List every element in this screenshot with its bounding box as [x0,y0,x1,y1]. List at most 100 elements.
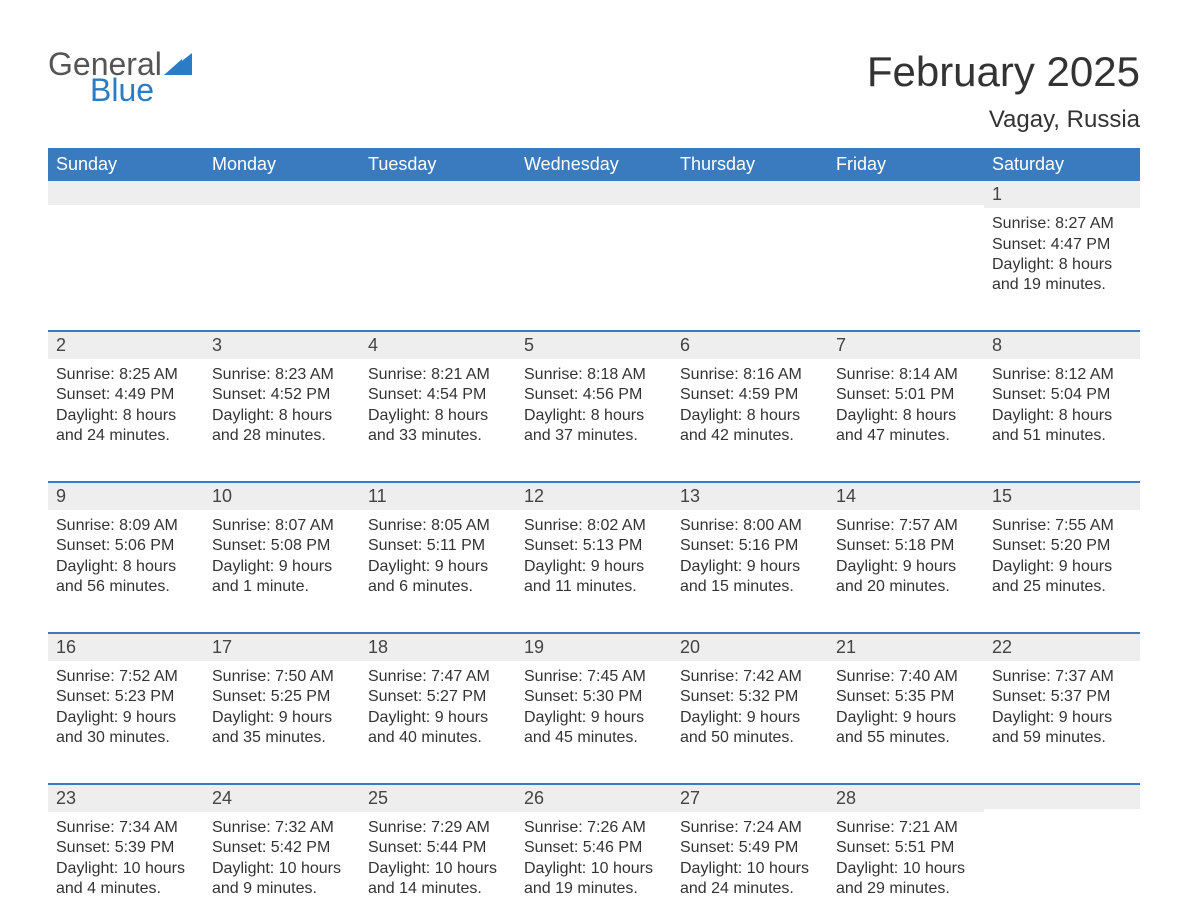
daylight-text: Daylight: 9 hours and 30 minutes. [56,708,196,749]
calendar-day-cell [828,181,984,314]
calendar-day-cell [984,785,1140,918]
calendar-day-cell: 18Sunrise: 7:47 AMSunset: 5:27 PMDayligh… [360,634,516,767]
sunrise-text: Sunrise: 7:52 AM [56,667,196,687]
day-number: 22 [984,634,1140,661]
daylight-text: Daylight: 9 hours and 6 minutes. [368,557,508,598]
sunrise-text: Sunrise: 8:12 AM [992,365,1132,385]
day-number: 26 [516,785,672,812]
daylight-text: Daylight: 9 hours and 40 minutes. [368,708,508,749]
sunset-text: Sunset: 5:27 PM [368,687,508,707]
sunrise-text: Sunrise: 8:27 AM [992,214,1132,234]
calendar-day-cell [360,181,516,314]
calendar-day-cell: 9Sunrise: 8:09 AMSunset: 5:06 PMDaylight… [48,483,204,616]
day-number: 4 [360,332,516,359]
sunrise-text: Sunrise: 8:16 AM [680,365,820,385]
calendar-day-cell: 13 Sunrise: 8:00 AMSunset: 5:16 PMDayligh… [672,483,828,616]
daylight-text: Daylight: 8 hours and 56 minutes. [56,557,196,598]
calendar-day-cell: 16Sunrise: 7:52 AMSunset: 5:23 PMDayligh… [48,634,204,767]
daylight-text: Daylight: 8 hours and 24 minutes. [56,406,196,447]
calendar-week-row: 16Sunrise: 7:52 AMSunset: 5:23 PMDayligh… [48,632,1140,767]
sunrise-text: Sunrise: 8:00 AM [680,516,820,536]
day-number: 20 [672,634,828,661]
day-number: 15 [984,483,1140,510]
calendar-day-cell: 21Sunrise: 7:40 AMSunset: 5:35 PMDayligh… [828,634,984,767]
sunrise-text: Sunrise: 7:45 AM [524,667,664,687]
daylight-text: Daylight: 8 hours and 19 minutes. [992,255,1132,296]
day-number: 7 [828,332,984,359]
calendar-day-cell: 4Sunrise: 8:21 AMSunset: 4:54 PMDaylight… [360,332,516,465]
sunset-text: Sunset: 4:54 PM [368,385,508,405]
sunrise-text: Sunrise: 7:57 AM [836,516,976,536]
day-number: 14 [828,483,984,510]
calendar-day-cell: 2Sunrise: 8:25 AMSunset: 4:49 PMDaylight… [48,332,204,465]
sunrise-text: Sunrise: 8:21 AM [368,365,508,385]
daylight-text: Daylight: 9 hours and 55 minutes. [836,708,976,749]
day-number: 27 [672,785,828,812]
day-number: 28 [828,785,984,812]
calendar-day-cell: 24Sunrise: 7:32 AMSunset: 5:42 PMDayligh… [204,785,360,918]
sunset-text: Sunset: 5:25 PM [212,687,352,707]
daylight-text: Daylight: 10 hours and 4 minutes. [56,859,196,900]
day-number: 2 [48,332,204,359]
day-number: 23 [48,785,204,812]
day-number: 10 [204,483,360,510]
day-number [204,181,360,205]
weekday-header: Wednesday [516,148,672,181]
day-number: 24 [204,785,360,812]
sunset-text: Sunset: 5:16 PM [680,536,820,556]
sunrise-text: Sunrise: 8:09 AM [56,516,196,536]
calendar-day-cell: 12Sunrise: 8:02 AMSunset: 5:13 PMDayligh… [516,483,672,616]
title-block: February 2025 Vagay, Russia [867,48,1140,134]
calendar-day-cell: 1Sunrise: 8:27 AMSunset: 4:47 PMDaylight… [984,181,1140,314]
sunrise-text: Sunrise: 7:55 AM [992,516,1132,536]
sunset-text: Sunset: 5:08 PM [212,536,352,556]
logo: General Blue [48,48,192,106]
weeks-container: 1Sunrise: 8:27 AMSunset: 4:47 PMDaylight… [48,181,1140,918]
sunrise-text: Sunrise: 7:32 AM [212,818,352,838]
daylight-text: Daylight: 9 hours and 35 minutes. [212,708,352,749]
day-number [516,181,672,205]
daylight-text: Daylight: 9 hours and 1 minute. [212,557,352,598]
sunset-text: Sunset: 5:44 PM [368,838,508,858]
calendar-grid: Sunday Monday Tuesday Wednesday Thursday… [48,148,1140,918]
daylight-text: Daylight: 8 hours and 37 minutes. [524,406,664,447]
calendar-day-cell: 28Sunrise: 7:21 AMSunset: 5:51 PMDayligh… [828,785,984,918]
sunset-text: Sunset: 4:52 PM [212,385,352,405]
sunset-text: Sunset: 5:39 PM [56,838,196,858]
calendar-day-cell: 25Sunrise: 7:29 AMSunset: 5:44 PMDayligh… [360,785,516,918]
day-number: 3 [204,332,360,359]
weekday-header: Thursday [672,148,828,181]
sunset-text: Sunset: 5:37 PM [992,687,1132,707]
daylight-text: Daylight: 10 hours and 9 minutes. [212,859,352,900]
calendar-page: General Blue February 2025 Vagay, Russia… [0,0,1188,918]
daylight-text: Daylight: 9 hours and 45 minutes. [524,708,664,749]
calendar-day-cell: 26Sunrise: 7:26 AMSunset: 5:46 PMDayligh… [516,785,672,918]
daylight-text: Daylight: 8 hours and 42 minutes. [680,406,820,447]
day-number: 6 [672,332,828,359]
daylight-text: Daylight: 8 hours and 51 minutes. [992,406,1132,447]
daylight-text: Daylight: 10 hours and 19 minutes. [524,859,664,900]
daylight-text: Daylight: 9 hours and 15 minutes. [680,557,820,598]
sunset-text: Sunset: 5:30 PM [524,687,664,707]
calendar-day-cell [204,181,360,314]
day-number [48,181,204,205]
sunset-text: Sunset: 5:04 PM [992,385,1132,405]
calendar-day-cell: 14Sunrise: 7:57 AMSunset: 5:18 PMDayligh… [828,483,984,616]
calendar-day-cell: 17Sunrise: 7:50 AMSunset: 5:25 PMDayligh… [204,634,360,767]
daylight-text: Daylight: 9 hours and 20 minutes. [836,557,976,598]
sunrise-text: Sunrise: 7:24 AM [680,818,820,838]
sunrise-text: Sunrise: 7:47 AM [368,667,508,687]
calendar-day-cell: 7Sunrise: 8:14 AMSunset: 5:01 PMDaylight… [828,332,984,465]
sunrise-text: Sunrise: 7:26 AM [524,818,664,838]
sunrise-text: Sunrise: 7:50 AM [212,667,352,687]
day-number: 5 [516,332,672,359]
day-number: 13 [672,483,828,510]
day-number [672,181,828,205]
daylight-text: Daylight: 9 hours and 25 minutes. [992,557,1132,598]
sunset-text: Sunset: 5:01 PM [836,385,976,405]
sunset-text: Sunset: 5:32 PM [680,687,820,707]
sunset-text: Sunset: 5:13 PM [524,536,664,556]
calendar-day-cell: 19Sunrise: 7:45 AMSunset: 5:30 PMDayligh… [516,634,672,767]
weekday-header: Friday [828,148,984,181]
sunset-text: Sunset: 5:20 PM [992,536,1132,556]
